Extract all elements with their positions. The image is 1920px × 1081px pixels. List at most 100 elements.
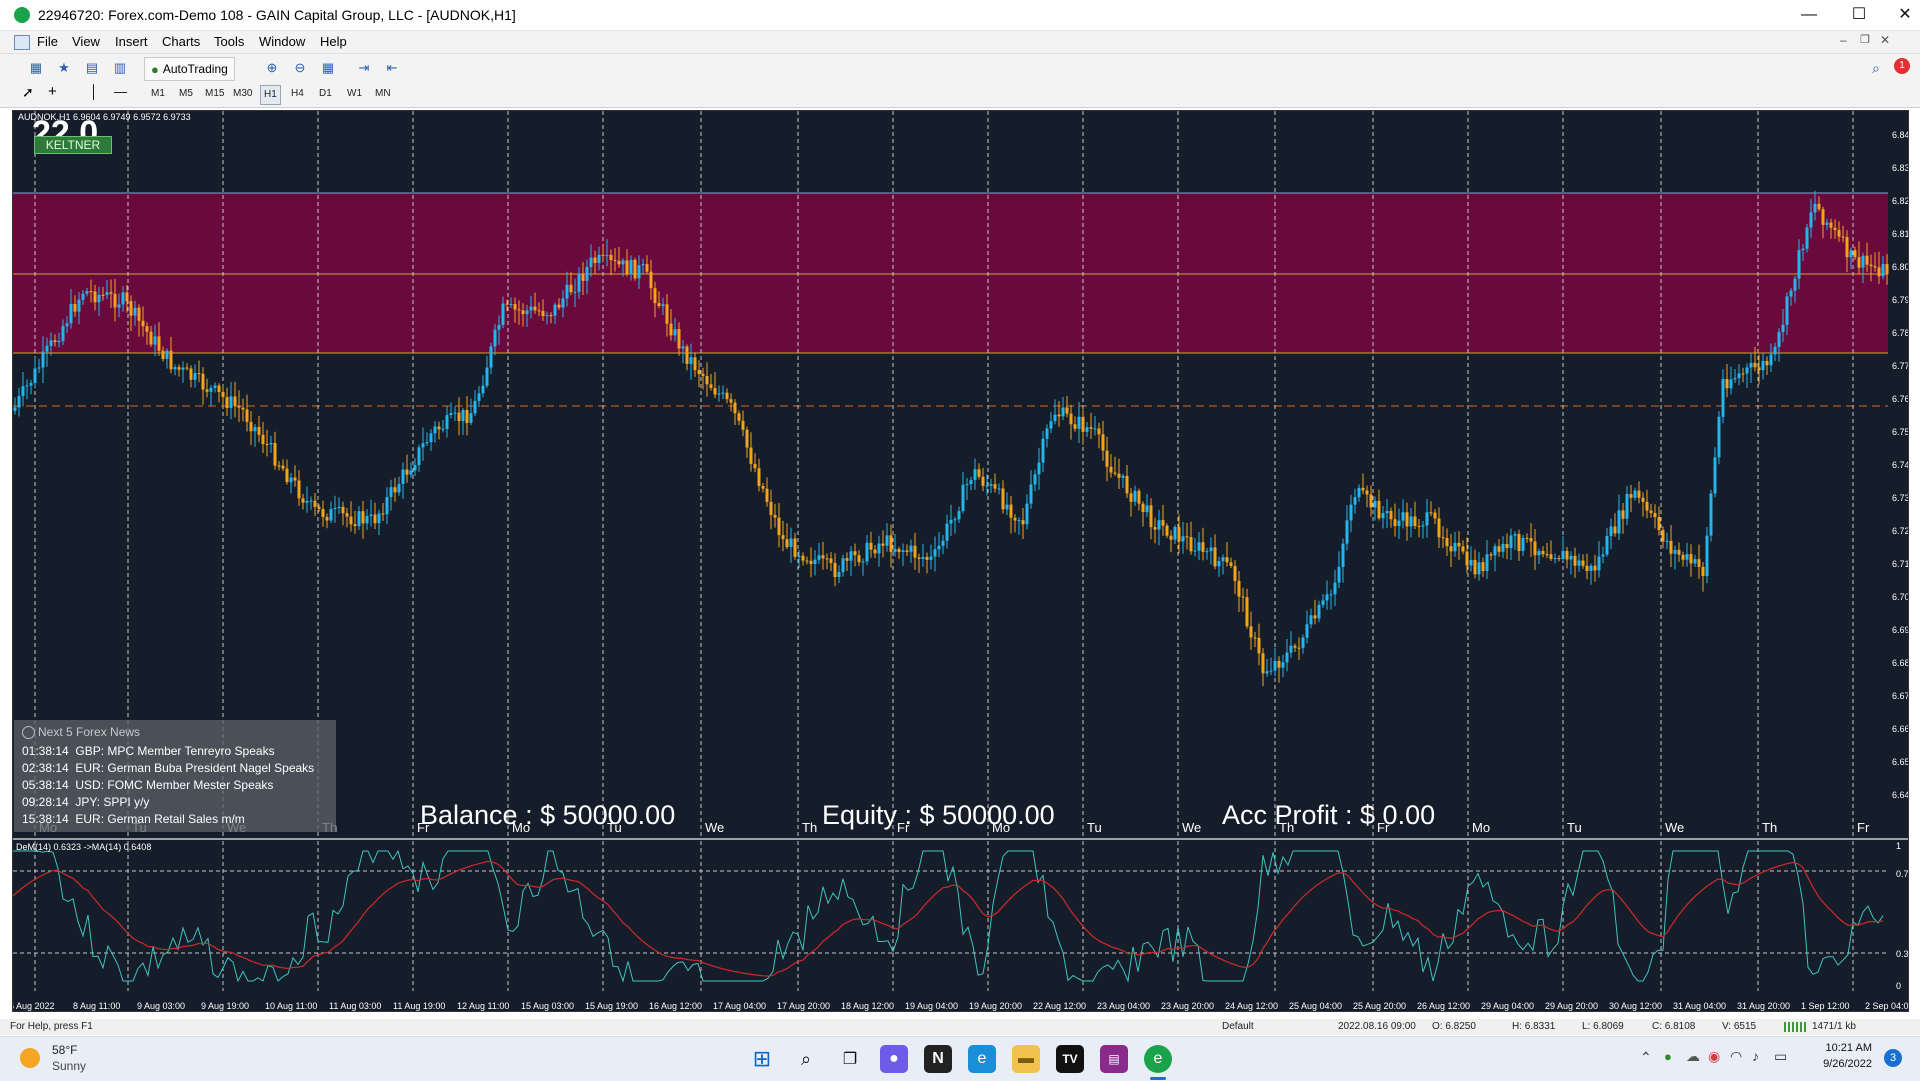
zoom-in-icon[interactable]: ⊕ [266,60,278,75]
candle-body [53,340,57,343]
winrar-icon[interactable]: ▤ [1100,1045,1128,1073]
search-icon[interactable]: ⌕ [792,1045,820,1073]
timeframe-m1[interactable]: M1 [151,88,165,99]
start-icon[interactable]: ⊞ [748,1045,776,1073]
minimize-button[interactable]: — [1801,6,1817,23]
mdi-restore-icon[interactable]: ❐ [1860,34,1870,46]
timeframe-m5[interactable]: M5 [179,88,193,99]
candle-body [1253,637,1257,639]
notion-icon[interactable]: N [924,1045,952,1073]
candle-body [1713,457,1717,494]
menu-file[interactable]: File [37,34,58,49]
candle-body [641,264,645,266]
battery-icon[interactable]: ▭ [1774,1048,1788,1064]
weather-desc[interactable]: Sunny [52,1059,87,1073]
crosshair-icon[interactable]: + [48,83,57,100]
candle-body [701,373,705,377]
maximize-button[interactable]: ☐ [1851,6,1867,23]
candle-body [1321,600,1325,605]
new-chart-icon[interactable]: ▦ [29,60,43,75]
cursor-icon[interactable]: ➚ [22,84,34,100]
candle-body [1457,542,1461,547]
timeframe-h4[interactable]: H4 [291,88,304,99]
volume-icon[interactable]: ♪ [1752,1048,1759,1064]
candle-body [113,293,117,308]
keltner-badge[interactable]: KELTNER [34,136,112,154]
connection-icon[interactable] [1784,1022,1806,1032]
candle-body [373,514,377,524]
menu-window[interactable]: Window [259,34,306,49]
menu-insert[interactable]: Insert [115,34,148,49]
timeframe-m15[interactable]: M15 [205,88,225,99]
candle-body [933,549,937,557]
file-explorer-icon[interactable]: ▬ [1012,1045,1040,1073]
candle-body [141,320,145,327]
wifi-icon[interactable]: ◠ [1730,1048,1743,1064]
candle-body [97,294,101,303]
candle-body [1449,546,1453,552]
mdi-close-icon[interactable]: ✕ [1880,33,1891,47]
candle-body [1505,543,1509,548]
notification-count-badge[interactable]: 3 [1884,1049,1902,1067]
autoscroll-icon[interactable]: ⇤ [386,60,398,75]
horizontal-line-icon[interactable]: — [114,84,127,99]
tradingview-icon[interactable]: TV [1056,1045,1084,1073]
candle-body [697,370,701,374]
candle-body [33,368,37,383]
candle-body [481,385,485,394]
navigator-icon[interactable]: ▥ [113,60,127,75]
vertical-line-icon[interactable]: │ [90,84,99,99]
notification-badge[interactable]: 1 [1894,58,1910,74]
chart-shift-icon[interactable]: ⇥ [358,60,370,75]
tray-app-icon[interactable]: ● [1664,1049,1672,1064]
timeframe-h1[interactable]: H1 [260,85,281,105]
price-tick-label: 6.8030 [1892,262,1908,272]
menu-help[interactable]: Help [320,34,347,49]
zoom-out-icon[interactable]: ⊖ [294,60,306,75]
timeframe-m30[interactable]: M30 [233,88,253,99]
metatrader-icon[interactable]: e [1144,1045,1172,1073]
candle-body [1125,475,1129,494]
candle-body [285,468,289,483]
search-icon[interactable]: ⌕ [1872,60,1880,76]
sun-icon[interactable] [20,1048,40,1068]
menu-tools[interactable]: Tools [214,34,245,49]
edge-icon[interactable]: e [968,1045,996,1073]
candle-body [505,303,509,305]
candle-body [965,483,969,485]
resistance-zone [13,193,1888,353]
autotrading-button[interactable]: ● AutoTrading [144,57,235,81]
chart-window-icon[interactable] [14,35,30,50]
tray-chevron-icon[interactable]: ⌃ [1640,1049,1652,1065]
onedrive-icon[interactable]: ☁ [1686,1048,1700,1064]
menu-charts[interactable]: Charts [162,34,201,49]
menu-view[interactable]: View [72,34,100,49]
chat-icon[interactable]: ● [880,1045,908,1073]
clock-time[interactable]: 10:21 AM [1825,1042,1872,1054]
candle-body [869,542,873,550]
task-view-icon[interactable]: ❐ [836,1045,864,1073]
chart-canvas[interactable]: 6.8430 6.8330 6.8230 6.8130 6.8030 6.7930 6.78… [13,111,1908,1011]
mdi-minimize-icon[interactable]: – [1840,33,1847,47]
tile-windows-icon[interactable]: ▦ [321,60,335,75]
clock-date[interactable]: 9/26/2022 [1823,1058,1872,1070]
timeframe-w1[interactable]: W1 [347,88,362,99]
market-watch-icon[interactable]: ▤ [85,60,99,75]
price-tick-label: 6.8430 [1892,130,1908,140]
tray-notification-icon[interactable]: ◉ [1708,1048,1721,1064]
price-tick-label: 6.7230 [1892,526,1908,536]
close-button[interactable]: ✕ [1898,6,1912,23]
time-tick-label: 25 Aug 20:00 [1353,1001,1406,1011]
candle-body [673,329,677,336]
timeframe-mn[interactable]: MN [375,88,391,99]
price-chart[interactable]: 6.8430 6.8330 6.8230 6.8130 6.8030 6.7930 6.78… [12,110,1909,1012]
profile-name[interactable]: Default [1222,1021,1254,1032]
price-tick-label: 6.8330 [1892,163,1908,173]
timeframe-d1[interactable]: D1 [319,88,332,99]
candle-body [625,260,629,275]
weather-temp[interactable]: 58°F [52,1043,78,1057]
profiles-icon[interactable]: ★ [58,60,70,75]
candle-body [1309,615,1313,625]
candle-body [557,304,561,308]
candle-body [349,516,353,525]
